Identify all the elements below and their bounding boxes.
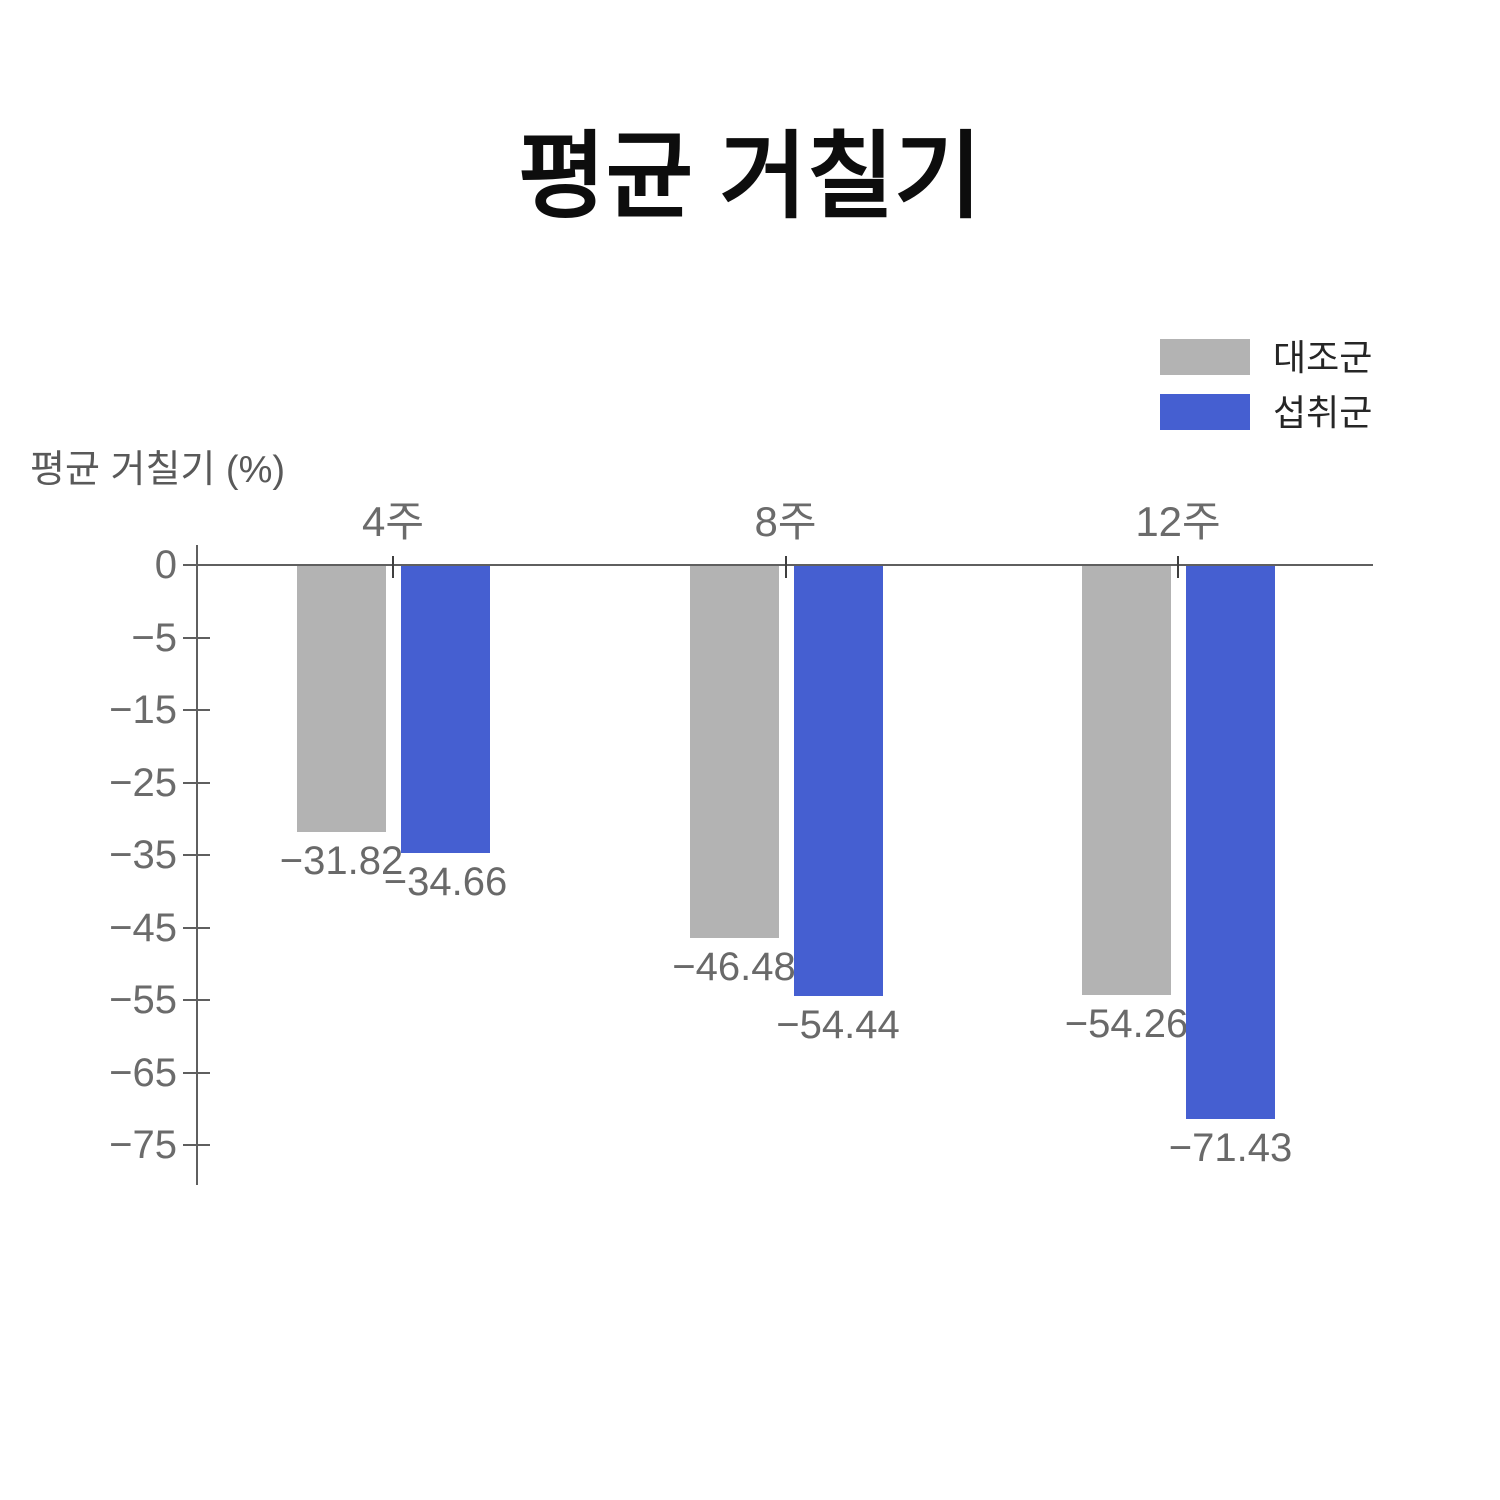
- y-axis-tick: [183, 854, 210, 856]
- y-axis-tick: [183, 926, 210, 929]
- y-axis-tick-label: −75: [109, 1123, 177, 1167]
- chart-title: 평균 거칠기: [518, 124, 982, 230]
- y-axis-tick: [183, 999, 210, 1001]
- y-axis-tick-label: −25: [109, 760, 177, 805]
- y-axis-tick: [183, 636, 210, 639]
- y-axis-tick: [183, 1071, 210, 1074]
- y-axis-tick-label: 0: [154, 543, 177, 587]
- category-label: 12주: [1135, 498, 1221, 545]
- bar-value-label: −46.48: [672, 945, 796, 990]
- bar-대조군-12주: [1082, 566, 1171, 995]
- bar-대조군-4주: [297, 566, 386, 832]
- x-axis-tick: [784, 556, 787, 578]
- bar-value-label: −31.82: [279, 838, 404, 883]
- bar-섭취군-12주: [1186, 566, 1275, 1120]
- y-axis-tick: [183, 709, 210, 711]
- bar-섭취군-8주: [793, 566, 883, 996]
- y-axis-tick: [183, 781, 210, 784]
- y-axis-title: 평균 거칠기 (%): [30, 449, 286, 491]
- legend-swatch-intake: [1160, 394, 1250, 430]
- legend-label: 섭취군: [1273, 392, 1373, 433]
- y-axis-tick-label: −15: [109, 688, 177, 732]
- y-axis-tick-label: −55: [109, 978, 177, 1022]
- bar-value-label: −34.66: [383, 859, 508, 904]
- bar-섭취군-4주: [401, 566, 490, 853]
- y-axis-tick-label: −5: [131, 615, 177, 660]
- bar-대조군-8주: [689, 566, 779, 939]
- legend-label: 대조군: [1273, 337, 1373, 378]
- y-axis-tick-label: −35: [109, 833, 177, 877]
- bar-value-label: −71.43: [1168, 1126, 1293, 1171]
- y-axis-tick: [183, 564, 210, 566]
- y-axis-tick-label: −65: [109, 1050, 177, 1095]
- y-axis-tick-label: −45: [109, 905, 177, 950]
- category-label: 8주: [754, 498, 817, 545]
- legend-swatch-control: [1160, 339, 1250, 375]
- category-label: 4주: [362, 498, 424, 545]
- x-axis-tick: [1177, 556, 1179, 578]
- x-axis-tick: [392, 556, 394, 578]
- y-axis-tick: [183, 1144, 210, 1146]
- bar-value-label: −54.26: [1064, 1001, 1189, 1046]
- bar-value-label: −54.44: [776, 1002, 900, 1047]
- y-axis-line: [196, 545, 198, 1185]
